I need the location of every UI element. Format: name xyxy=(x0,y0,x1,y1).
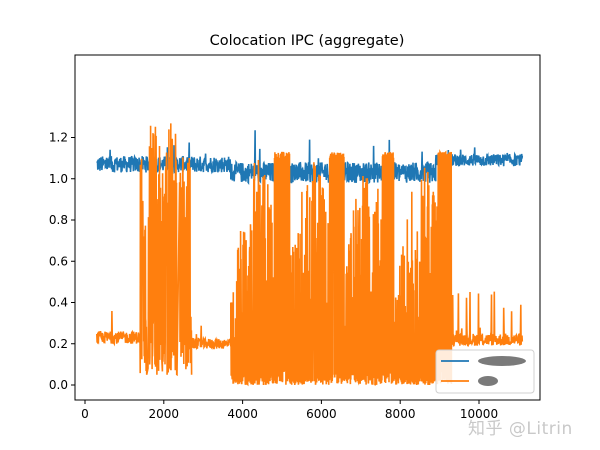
x-tick-label: 10000 xyxy=(460,407,498,421)
x-tick-label: 2000 xyxy=(149,407,180,421)
chart-title: Colocation IPC (aggregate) xyxy=(210,33,405,49)
series-line-1 xyxy=(96,130,524,186)
axes-frame xyxy=(74,54,541,401)
y-tick-label: 0.2 xyxy=(49,337,68,351)
axes: 0 2000 4000 6000 8000 10000 0.0 0.2 0.4 0.6 0.8 1.0… xyxy=(49,54,541,421)
watermark: 知乎 @Litrin xyxy=(468,419,573,439)
x-tick-label: 4000 xyxy=(227,407,258,421)
y-tick-label: 1.2 xyxy=(49,131,68,145)
y-tick-label: 0.4 xyxy=(49,296,68,310)
legend-label-redacted xyxy=(478,376,498,386)
x-tick-label: 6000 xyxy=(306,407,337,421)
legend-label-redacted xyxy=(478,356,526,366)
plot-area xyxy=(96,123,524,387)
x-tick-label: 0 xyxy=(81,407,89,421)
legend-box xyxy=(435,349,535,394)
x-tick-label: 8000 xyxy=(385,407,416,421)
y-tick-label: 1.0 xyxy=(49,172,68,186)
y-tick-label: 0.6 xyxy=(49,254,68,268)
legend xyxy=(435,349,535,394)
y-tick-label: 0.0 xyxy=(49,378,68,392)
y-tick-label: 0.8 xyxy=(49,213,68,227)
